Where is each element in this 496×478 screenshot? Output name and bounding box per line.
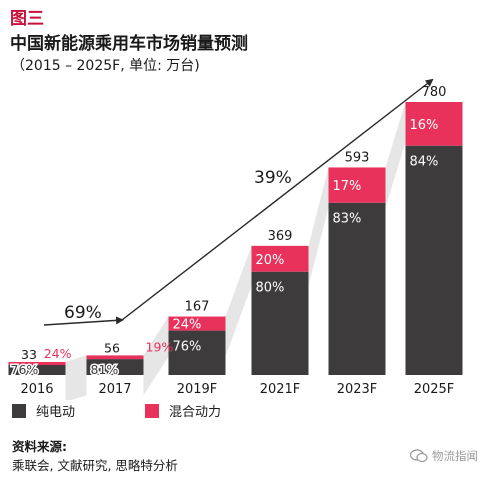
x-tick-label: 2019F [177, 382, 218, 397]
bar-phev [405, 102, 463, 146]
legend-swatch-ev [12, 403, 26, 418]
pct-label-ev: 80% [256, 281, 285, 296]
pct-label-ev: 81% [91, 362, 119, 377]
pct-label-phev: 24% [173, 318, 202, 333]
total-label: 780 [422, 85, 447, 100]
chart-title: 中国新能源乘用车市场销量预测 [10, 34, 248, 54]
bar-phev [328, 167, 386, 203]
bar-phev [86, 355, 144, 360]
pct-label-ev: 83% [333, 212, 362, 227]
x-tick-label: 2021F [260, 382, 301, 397]
pct-label-phev: 17% [333, 179, 362, 194]
growth-arrow-1 [43, 316, 124, 326]
chart-subtitle: （2015 – 2025F, 单位: 万台) [11, 58, 200, 74]
bar-ev [328, 202, 386, 375]
stacked-bar-chart: 69% 39% 2016 76% 24% 33 2017 81% 19% 56 2019F 24% 7… [8, 78, 463, 400]
bar-phev [168, 316, 226, 331]
total-label: 593 [345, 150, 370, 165]
x-tick-label: 2016 [20, 382, 53, 397]
watermark: 物流指闻 [410, 448, 478, 464]
growth-label-1: 69% [64, 303, 102, 323]
growth-label-2: 39% [254, 168, 292, 188]
source-text: 乘联会, 文献研究, 思略特分析 [12, 458, 178, 473]
figure-label: 图三 [10, 9, 44, 29]
x-tick-label: 2025F [414, 382, 455, 397]
total-label: 56 [104, 340, 120, 355]
bar-ev [86, 359, 144, 375]
bar-ev [251, 271, 309, 375]
bar-connector-shadow [385, 102, 406, 208]
bar-connector-shadow [143, 316, 169, 396]
legend-label-ev: 纯电动 [36, 405, 76, 420]
bar-ev [8, 365, 66, 375]
watermark-text: 物流指闻 [432, 449, 478, 463]
x-tick-label: 2023F [337, 382, 378, 397]
wechat-icon [410, 449, 428, 463]
pct-label-phev: 16% [410, 118, 439, 133]
bar-connector-shadow [65, 355, 87, 400]
bar-connector-shadow [308, 167, 329, 286]
pct-label-phev: 19% [146, 339, 174, 354]
bar-phev [8, 362, 66, 365]
total-label: 369 [268, 229, 293, 244]
legend-item-phev: 混合动力 [145, 401, 221, 420]
legend: 纯电动 混合动力 [12, 401, 291, 420]
pct-label-phev: 20% [256, 253, 285, 268]
legend-label-phev: 混合动力 [169, 405, 222, 420]
legend-item-ev: 纯电动 [12, 401, 75, 420]
growth-arrow-2 [121, 78, 434, 321]
x-tick-label: 2017 [98, 382, 131, 397]
pct-label-ev: 76% [11, 362, 39, 377]
source-title: 资料来源: [12, 439, 67, 454]
bar-connector-shadow [225, 245, 252, 357]
pct-label-phev: 24% [44, 346, 72, 361]
legend-swatch-phev [145, 403, 160, 418]
total-label: 33 [21, 347, 37, 362]
bar-ev [405, 145, 463, 375]
pct-label-ev: 76% [173, 340, 202, 355]
total-label: 167 [185, 300, 210, 315]
bar-ev [168, 330, 226, 375]
bar-phev [251, 245, 309, 272]
pct-label-ev: 84% [410, 155, 439, 170]
